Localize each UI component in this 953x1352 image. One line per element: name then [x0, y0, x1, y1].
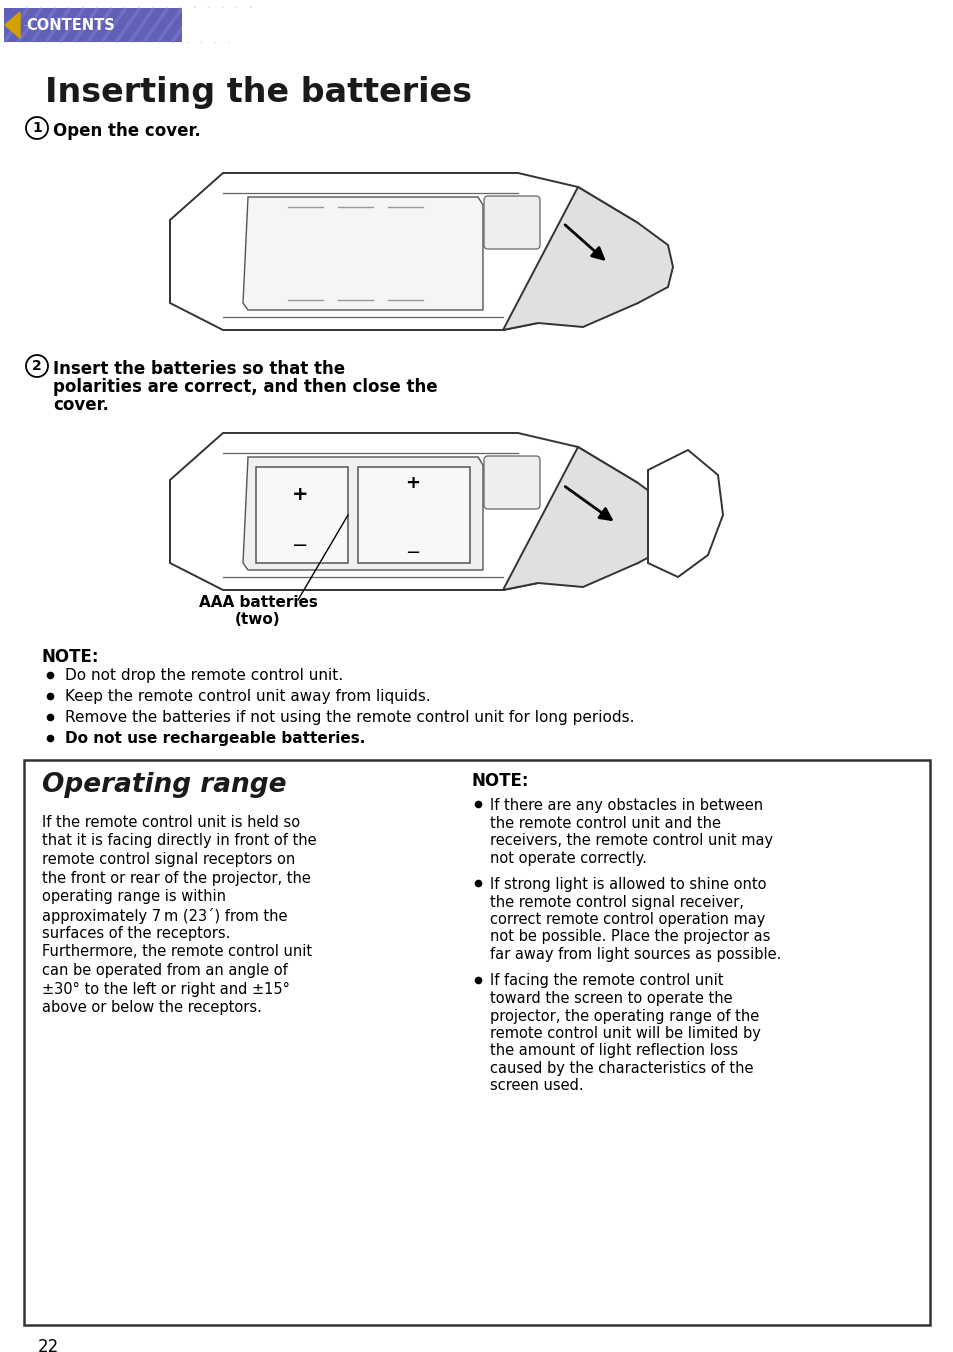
Polygon shape — [502, 187, 672, 330]
Text: −: − — [405, 544, 420, 562]
Text: Do not use rechargeable batteries.: Do not use rechargeable batteries. — [65, 731, 365, 746]
FancyBboxPatch shape — [4, 8, 182, 42]
Text: operating range is within: operating range is within — [42, 890, 226, 904]
Text: AAA batteries: AAA batteries — [198, 595, 317, 610]
Polygon shape — [357, 466, 470, 562]
Text: not operate correctly.: not operate correctly. — [490, 850, 646, 865]
Text: (two): (two) — [235, 612, 280, 627]
Text: +: + — [292, 485, 308, 504]
Text: Furthermore, the remote control unit: Furthermore, the remote control unit — [42, 945, 312, 960]
Polygon shape — [255, 466, 348, 562]
Text: the amount of light reflection loss: the amount of light reflection loss — [490, 1044, 738, 1059]
Text: −: − — [292, 535, 308, 554]
Text: ±30° to the left or right and ±15°: ±30° to the left or right and ±15° — [42, 982, 290, 996]
Text: CONTENTS: CONTENTS — [26, 18, 114, 32]
Text: If the remote control unit is held so: If the remote control unit is held so — [42, 815, 300, 830]
Text: caused by the characteristics of the: caused by the characteristics of the — [490, 1061, 753, 1076]
Polygon shape — [5, 12, 20, 38]
Polygon shape — [647, 450, 722, 577]
Text: above or below the receptors.: above or below the receptors. — [42, 1000, 262, 1015]
Text: approximately 7 m (23´) from the: approximately 7 m (23´) from the — [42, 907, 287, 923]
Text: screen used.: screen used. — [490, 1079, 583, 1094]
Text: NOTE:: NOTE: — [472, 772, 529, 790]
Text: Operating range: Operating range — [42, 772, 286, 798]
Text: that it is facing directly in front of the: that it is facing directly in front of t… — [42, 833, 316, 849]
Text: not be possible. Place the projector as: not be possible. Place the projector as — [490, 930, 770, 945]
FancyBboxPatch shape — [0, 8, 4, 42]
Text: 1: 1 — [32, 120, 42, 135]
Text: toward the screen to operate the: toward the screen to operate the — [490, 991, 732, 1006]
Text: Open the cover.: Open the cover. — [53, 122, 200, 141]
Text: the remote control signal receiver,: the remote control signal receiver, — [490, 895, 743, 910]
Text: If facing the remote control unit: If facing the remote control unit — [490, 973, 722, 988]
Polygon shape — [243, 197, 482, 310]
Text: polarities are correct, and then close the: polarities are correct, and then close t… — [53, 379, 437, 396]
FancyBboxPatch shape — [483, 456, 539, 508]
Polygon shape — [170, 173, 638, 330]
Polygon shape — [170, 433, 638, 589]
Text: remote control signal receptors on: remote control signal receptors on — [42, 852, 294, 867]
Text: Inserting the batteries: Inserting the batteries — [45, 76, 472, 110]
Text: Keep the remote ​control unit away from liquids.: Keep the remote ​control unit away from … — [65, 690, 431, 704]
Text: correct remote control operation may: correct remote control operation may — [490, 913, 764, 927]
FancyBboxPatch shape — [483, 196, 539, 249]
Text: surfaces of the receptors.: surfaces of the receptors. — [42, 926, 230, 941]
Text: projector, the operating range of the: projector, the operating range of the — [490, 1009, 759, 1023]
Circle shape — [26, 118, 48, 139]
Text: remote control unit will be limited by: remote control unit will be limited by — [490, 1026, 760, 1041]
Text: Remove the batteries if not using the remote ​control unit for long periods.: Remove the batteries if not using the re… — [65, 710, 634, 725]
Text: 2: 2 — [32, 360, 42, 373]
Text: +: + — [405, 475, 420, 492]
Text: the remote control unit and the: the remote control unit and the — [490, 815, 720, 830]
Text: can be operated from an angle of: can be operated from an angle of — [42, 963, 288, 977]
Text: cover.: cover. — [53, 396, 109, 414]
FancyBboxPatch shape — [182, 8, 381, 42]
FancyBboxPatch shape — [24, 760, 929, 1325]
Text: far away from light sources as possible.: far away from light sources as possible. — [490, 946, 781, 963]
Text: the front or rear of the projector, the: the front or rear of the projector, the — [42, 871, 311, 886]
Text: If strong light is allowed to shine onto: If strong light is allowed to shine onto — [490, 877, 765, 892]
Text: If there are any obstacles in between: If there are any obstacles in between — [490, 798, 762, 813]
Text: receivers, the remote control unit may: receivers, the remote control unit may — [490, 833, 772, 848]
Polygon shape — [502, 448, 672, 589]
Polygon shape — [243, 457, 482, 571]
Text: Do not drop the remote ​control unit.: Do not drop the remote ​control unit. — [65, 668, 343, 683]
Text: NOTE:: NOTE: — [42, 648, 99, 667]
Text: 22: 22 — [38, 1338, 59, 1352]
Text: Insert the batteries so that the: Insert the batteries so that the — [53, 360, 345, 379]
Circle shape — [26, 356, 48, 377]
